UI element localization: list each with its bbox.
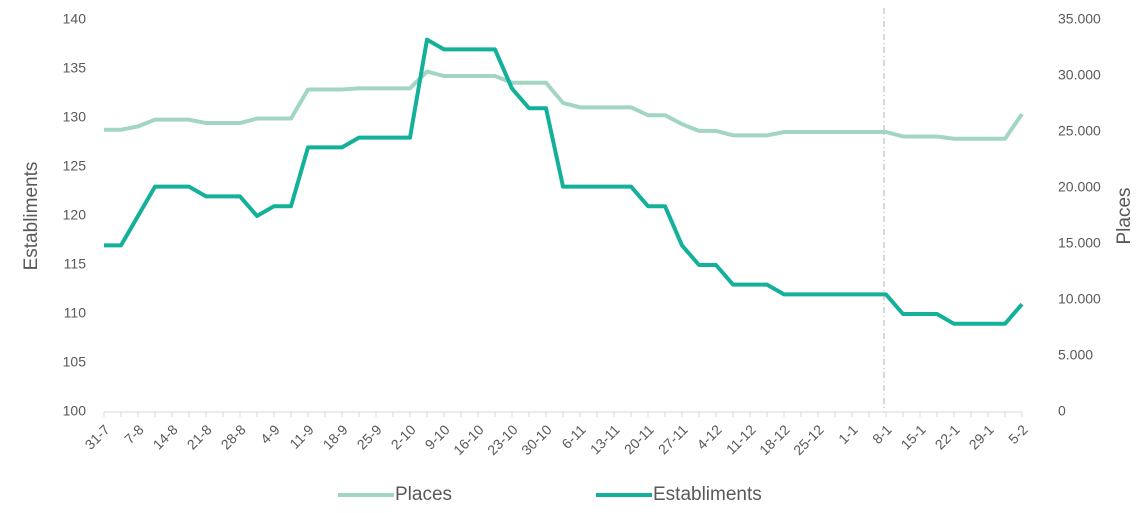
x-tick-label: 15-1: [898, 421, 929, 452]
y-tick-label: 115: [64, 256, 87, 272]
x-tick-label: 29-1: [966, 421, 997, 452]
x-tick-label: 1-1: [835, 421, 861, 447]
y-tick-label: 105: [63, 354, 87, 370]
y2-tick-label: 35.000: [1058, 11, 1101, 27]
x-tick-label: 31-7: [82, 421, 113, 452]
x-tick-label: 21-8: [184, 421, 215, 452]
x-tick-label: 6-11: [558, 421, 589, 452]
series-line: [104, 37, 1024, 326]
y2-tick-label: 20.000: [1058, 179, 1101, 195]
y-axis-title: Establiments: [21, 162, 42, 271]
legend-text: Establiments: [653, 484, 762, 505]
x-tick-label: 7-8: [121, 421, 147, 447]
x-tick-label: 9-10: [422, 421, 453, 452]
legend-text: Places: [395, 484, 452, 505]
y-tick-label: 125: [63, 158, 87, 174]
y2-tick-label: 15.000: [1058, 235, 1101, 251]
x-tick-label: 27-11: [655, 421, 691, 457]
x-tick-label: 16-10: [450, 421, 487, 458]
y-tick-label: 130: [63, 109, 87, 125]
x-tick-label: 22-1: [932, 421, 963, 452]
y-tick-label: 120: [63, 207, 87, 223]
x-tick-label: 4-9: [257, 421, 283, 447]
x-tick-label: 30-10: [518, 421, 555, 458]
x-tick-label: 18-12: [756, 421, 793, 458]
y-tick-label: 140: [63, 11, 87, 27]
x-tick-label: 11-12: [723, 421, 759, 457]
series-line: [104, 69, 1024, 141]
x-tick-label: 14-8: [150, 421, 181, 452]
y2-tick-label: 5.000: [1058, 347, 1093, 363]
x-tick-label: 4-12: [694, 421, 725, 452]
y2-tick-label: 10.000: [1058, 291, 1101, 307]
x-tick-label: 28-8: [218, 421, 249, 452]
y-tick-label: 135: [63, 60, 87, 76]
x-tick-label: 8-1: [869, 421, 895, 447]
x-tick-label: 20-11: [621, 421, 657, 457]
x-tick-label: 18-9: [320, 421, 351, 452]
x-tick-label: 5-2: [1005, 421, 1031, 447]
x-tick-label: 13-11: [587, 421, 623, 457]
y2-tick-label: 30.000: [1058, 67, 1101, 83]
x-tick-label: 25-12: [790, 421, 827, 458]
x-tick-label: 23-10: [484, 421, 521, 458]
x-tick-label: 2-10: [388, 421, 419, 452]
y2-axis-title: Places: [1114, 187, 1135, 244]
x-tick-label: 25-9: [354, 421, 385, 452]
y-tick-label: 100: [63, 403, 87, 419]
x-tick-label: 11-9: [286, 421, 317, 452]
y2-tick-label: 25.000: [1058, 123, 1101, 139]
y-tick-label: 110: [64, 305, 87, 321]
y2-tick-label: 0: [1058, 403, 1066, 419]
